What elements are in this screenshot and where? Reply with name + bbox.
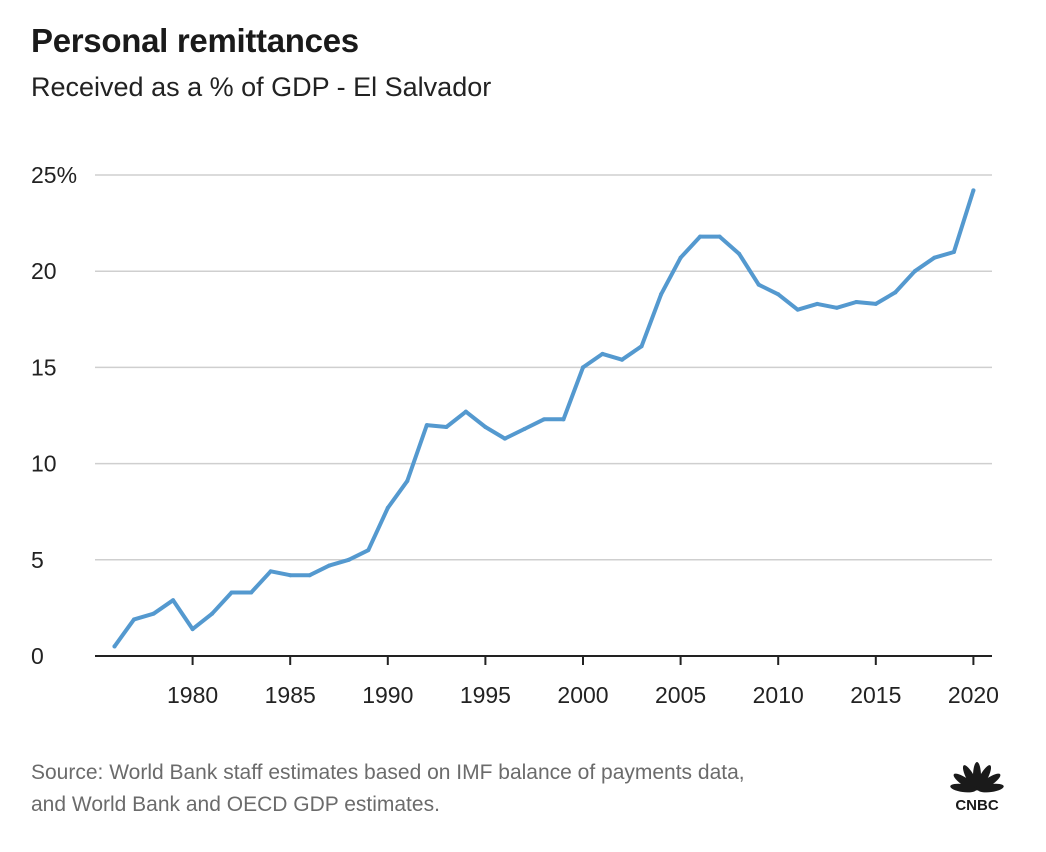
x-tick-label: 2020 xyxy=(948,682,999,708)
x-tick-label: 2015 xyxy=(850,682,901,708)
data-point xyxy=(502,436,507,441)
data-point xyxy=(912,269,917,274)
data-point xyxy=(971,188,976,193)
data-point xyxy=(132,617,137,622)
chart-title: Personal remittances xyxy=(31,22,359,59)
data-point xyxy=(600,351,605,356)
y-tick-label: 5 xyxy=(31,547,44,573)
data-point xyxy=(951,249,956,254)
y-tick-label: 25% xyxy=(31,162,77,188)
data-point xyxy=(854,299,859,304)
data-point xyxy=(834,305,839,310)
data-point xyxy=(210,611,215,616)
data-point xyxy=(717,234,722,239)
x-tick-label: 1980 xyxy=(167,682,218,708)
chart-subtitle: Received as a % of GDP - El Salvador xyxy=(31,72,492,102)
logo-feather xyxy=(976,765,992,791)
data-point xyxy=(483,425,488,430)
y-axis-ticks: 0 5 10 15 20 25% xyxy=(31,162,77,669)
x-tick-label: 1985 xyxy=(265,682,316,708)
data-point xyxy=(776,292,781,297)
y-tick-label: 15 xyxy=(31,354,57,380)
data-point xyxy=(327,563,332,568)
series xyxy=(112,188,976,649)
logo-feather xyxy=(977,783,1004,793)
data-point xyxy=(346,557,351,562)
logo-feather xyxy=(950,783,977,793)
data-point xyxy=(639,344,644,349)
data-point xyxy=(366,548,371,553)
x-tick-label: 2010 xyxy=(753,682,804,708)
data-point xyxy=(893,290,898,295)
data-point xyxy=(190,627,195,632)
line-chart: 0 5 10 15 20 25% 1980 1985 1990 1995 2000 2005 2010… xyxy=(31,162,999,708)
data-point xyxy=(151,611,156,616)
y-tick-label: 10 xyxy=(31,451,57,477)
x-tick-label: 2005 xyxy=(655,682,706,708)
data-point xyxy=(405,478,410,483)
data-point xyxy=(815,301,820,306)
source-note: Source: World Bank staff estimates based… xyxy=(31,757,911,821)
data-point xyxy=(385,505,390,510)
data-point xyxy=(659,292,664,297)
data-point xyxy=(229,590,234,595)
data-point xyxy=(444,425,449,430)
data-point xyxy=(424,423,429,428)
data-point xyxy=(541,417,546,422)
cnbc-peacock-logo: CNBC xyxy=(950,762,1004,812)
data-point xyxy=(522,426,527,431)
source-line-2: and World Bank and OECD GDP estimates. xyxy=(31,793,440,816)
data-point xyxy=(249,590,254,595)
data-point xyxy=(307,573,312,578)
data-point xyxy=(581,365,585,370)
y-tick-label: 0 xyxy=(31,643,44,669)
y-tick-label: 20 xyxy=(31,258,57,284)
data-point xyxy=(620,357,625,362)
data-point xyxy=(756,282,761,287)
logo-wordmark: CNBC xyxy=(955,797,998,812)
gridlines xyxy=(95,174,992,561)
x-axis-ticks: 1980 1985 1990 1995 2000 2005 2010 2015 2020 xyxy=(167,656,999,708)
data-point xyxy=(795,307,800,312)
source-line-1: Source: World Bank staff estimates based… xyxy=(31,761,745,784)
data-point xyxy=(561,417,566,422)
data-point xyxy=(268,569,273,574)
data-point xyxy=(171,598,176,603)
x-tick-label: 2000 xyxy=(557,682,608,708)
data-point xyxy=(678,255,683,260)
x-tick-label: 1995 xyxy=(460,682,511,708)
data-point xyxy=(873,301,878,306)
data-point xyxy=(463,409,468,414)
data-point xyxy=(112,644,117,649)
data-point xyxy=(288,573,293,578)
data-point xyxy=(698,234,703,239)
data-point xyxy=(932,255,937,260)
logo-feather xyxy=(962,765,978,791)
data-point xyxy=(737,251,742,256)
x-tick-label: 1990 xyxy=(362,682,413,708)
